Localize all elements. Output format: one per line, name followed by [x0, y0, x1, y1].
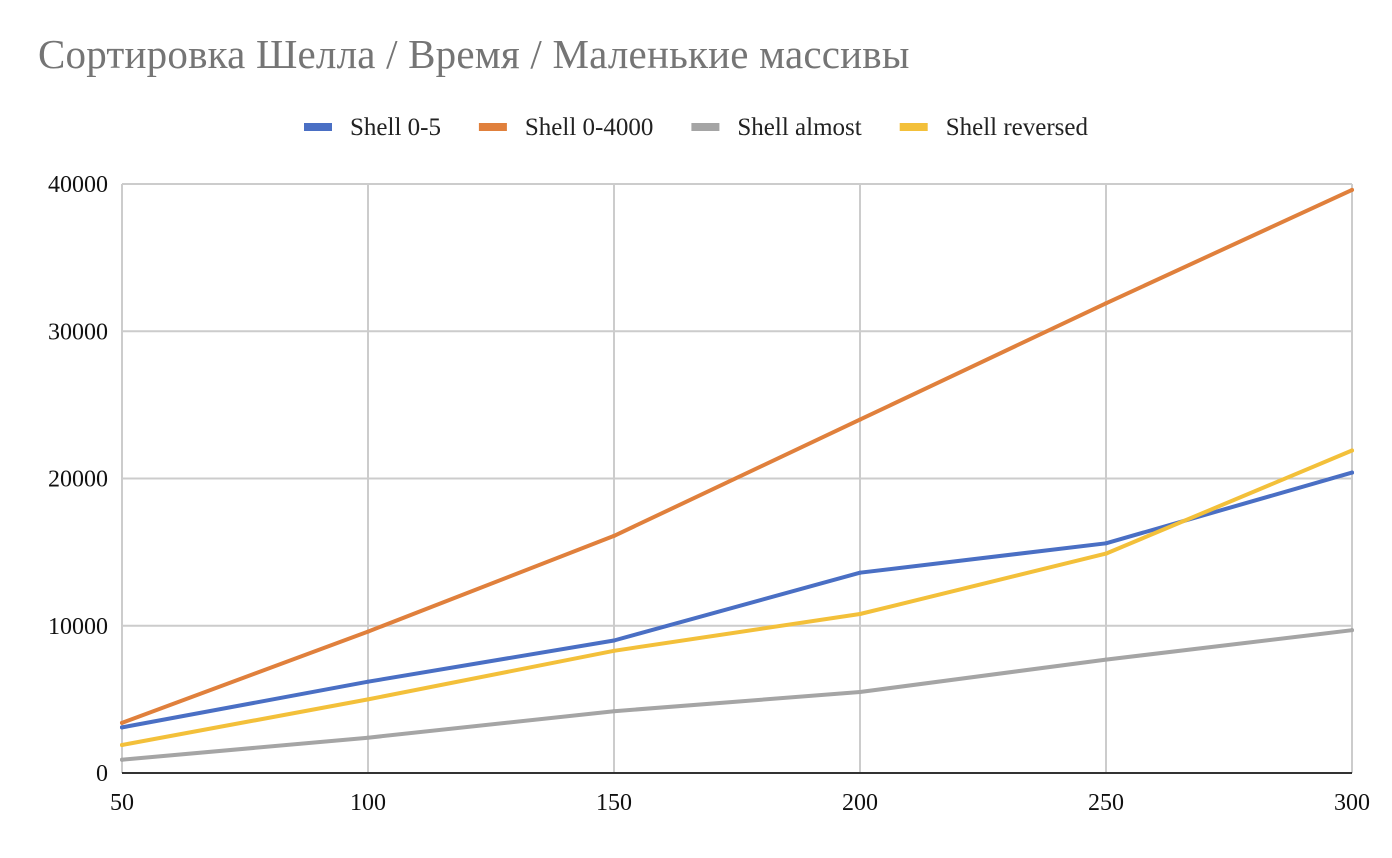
data-point — [366, 629, 370, 634]
legend-label: Shell almost — [737, 114, 861, 141]
data-point — [1104, 541, 1108, 546]
data-point — [858, 417, 862, 422]
x-tick-label: 200 — [842, 790, 878, 816]
legend-swatch — [304, 123, 332, 131]
legend-item: Shell almost — [691, 114, 862, 141]
x-tick-label: 300 — [1334, 790, 1370, 816]
data-point — [612, 709, 616, 714]
chart-title: Сортировка Шелла / Время / Маленькие мас… — [38, 31, 910, 77]
x-tick-label: 250 — [1088, 790, 1124, 816]
data-point — [1350, 628, 1354, 633]
legend-swatch — [899, 123, 928, 131]
legend-swatch — [691, 123, 720, 131]
data-point — [612, 638, 616, 643]
data-point — [120, 743, 124, 748]
data-point — [366, 679, 370, 684]
series-line-shell-0-4000 — [120, 187, 1354, 725]
data-point — [1350, 470, 1354, 475]
data-point — [1104, 301, 1108, 306]
data-point — [120, 720, 124, 725]
legend-swatch — [478, 123, 507, 131]
y-tick-label: 10000 — [48, 614, 108, 640]
x-tick-label: 100 — [350, 790, 386, 816]
data-point — [858, 611, 862, 616]
y-tick-label: 30000 — [48, 319, 108, 345]
series-group — [120, 187, 1354, 762]
data-point — [858, 570, 862, 575]
x-axis-ticks: 50 100 150 200 250 300 — [110, 790, 1370, 816]
legend-item: Shell 0-4000 — [478, 114, 653, 141]
data-point — [1350, 448, 1354, 453]
series-line-shell-0-5 — [120, 470, 1354, 730]
y-tick-label: 20000 — [48, 467, 108, 493]
x-tick-label: 50 — [110, 790, 134, 816]
data-point — [1350, 187, 1354, 192]
data-point — [366, 697, 370, 702]
data-point — [366, 735, 370, 740]
legend-item: Shell 0-5 — [304, 114, 441, 141]
legend: Shell 0-5 Shell 0-4000 Shell almost Shell r… — [304, 114, 1089, 141]
data-point — [120, 757, 124, 762]
data-point — [612, 533, 616, 538]
data-point — [1104, 657, 1108, 662]
y-tick-label: 40000 — [48, 172, 108, 198]
legend-label: Shell 0-4000 — [525, 114, 653, 141]
legend-label: Shell 0-5 — [350, 114, 441, 141]
y-tick-label: 0 — [96, 761, 108, 787]
legend-item: Shell reversed — [899, 114, 1089, 141]
data-point — [612, 648, 616, 653]
legend-label: Shell reversed — [946, 114, 1089, 141]
data-point — [858, 690, 862, 695]
series-line-shell-almost — [120, 628, 1354, 762]
x-tick-label: 150 — [596, 790, 632, 816]
series-line-shell-reversed — [120, 448, 1354, 747]
data-point — [1104, 551, 1108, 556]
y-axis-ticks: 0 10000 20000 30000 40000 — [48, 172, 108, 787]
data-point — [120, 725, 124, 730]
